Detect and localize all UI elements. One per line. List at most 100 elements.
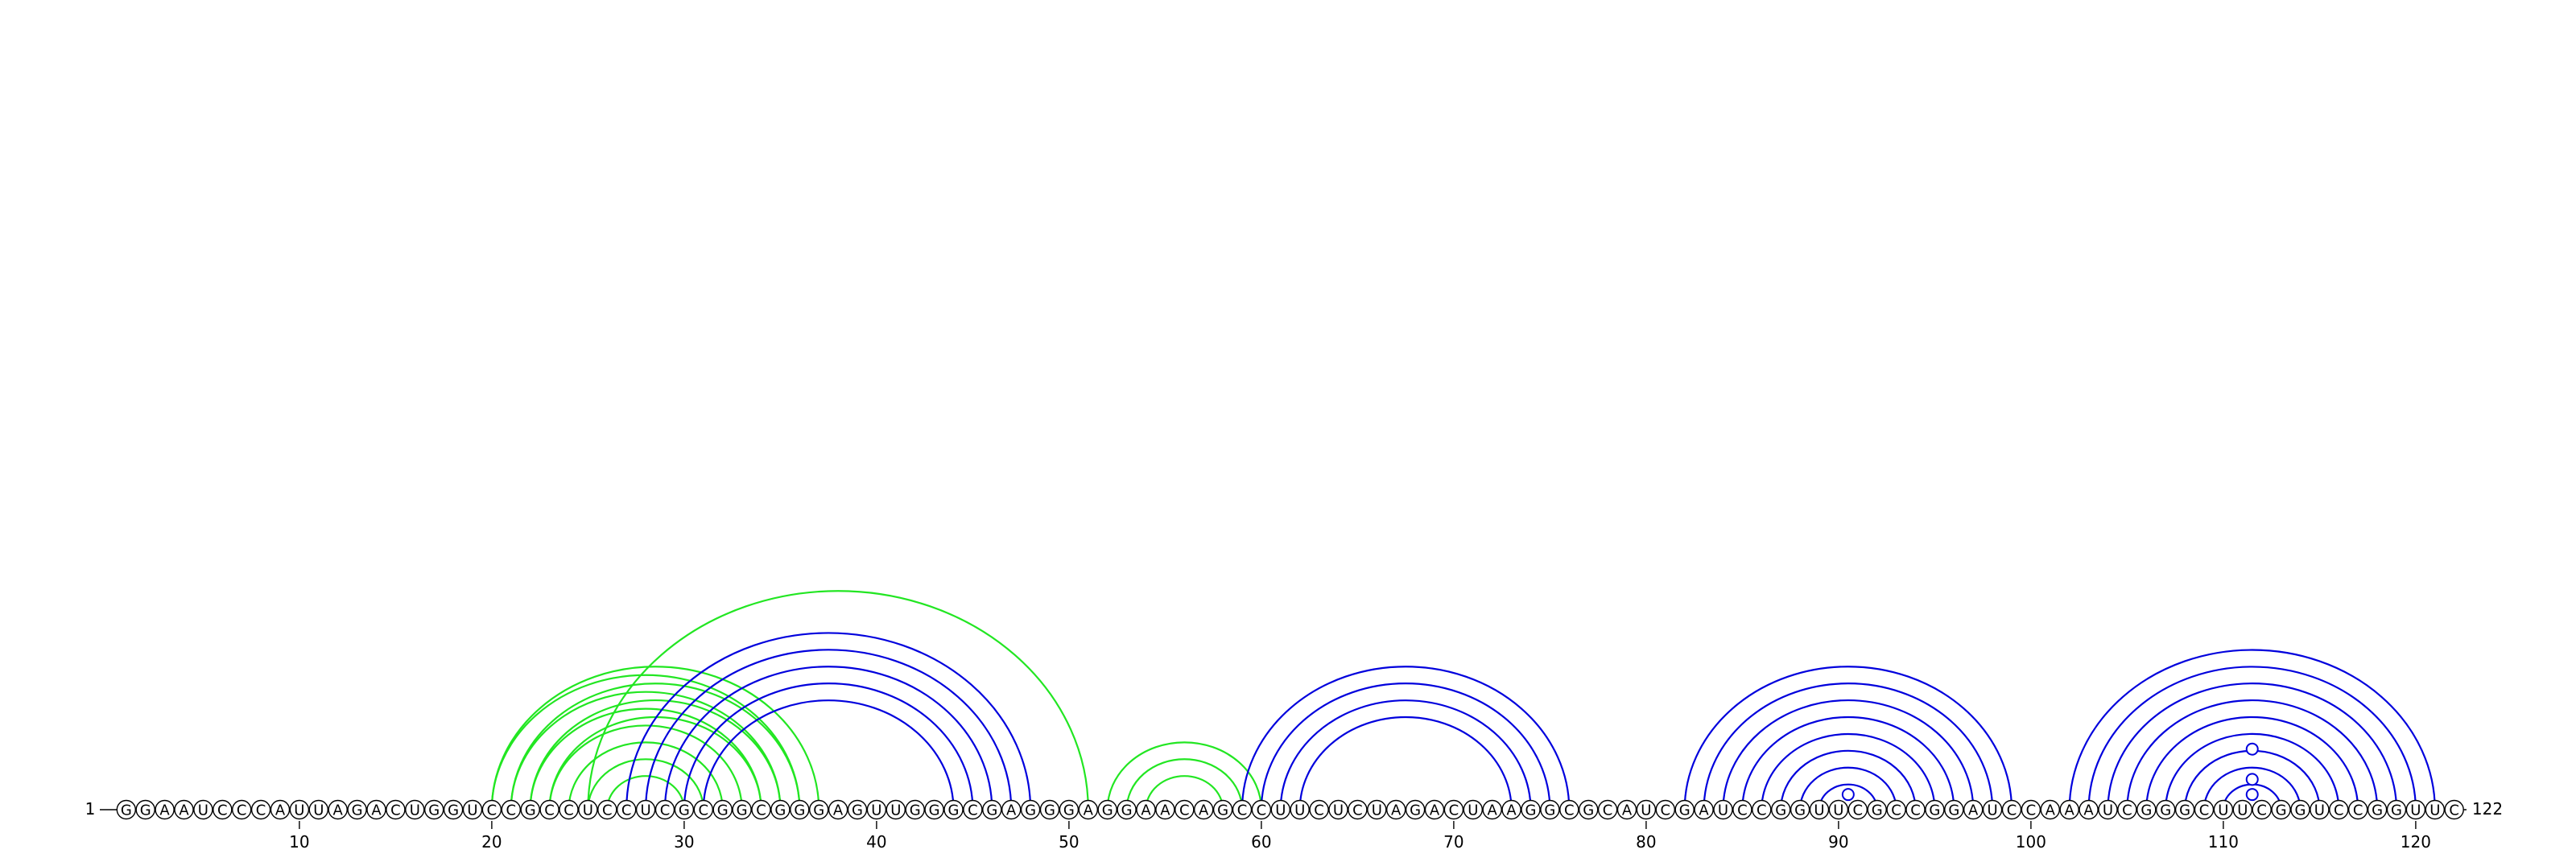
nucleotide-letter: C (487, 802, 497, 819)
nucleotide-letter: U (890, 802, 901, 819)
nucleotide-letter: G (1102, 802, 1113, 819)
nucleotide-letter: C (1179, 802, 1190, 819)
nucleotide-circle (1020, 799, 1041, 820)
nucleotide-letter: A (1006, 802, 1017, 819)
nucleotide-letter: C (564, 802, 574, 819)
nucleotide-circle (1290, 799, 1310, 820)
nucleotide-circle (328, 799, 348, 820)
nucleotide-circle (1770, 799, 1791, 820)
nucleotide-letter: U (1718, 802, 1728, 819)
nucleotide-letter: C (237, 802, 247, 819)
position-tick-label: 70 (1443, 832, 1463, 852)
nucleotide-letter: U (2314, 802, 2325, 819)
nucleotide-letter: C (699, 802, 709, 819)
nucleotide-circle (1636, 799, 1657, 820)
nucleotide-letter: G (2295, 802, 2306, 819)
nucleotide-letter: U (1275, 802, 1286, 819)
nucleotide-letter: A (1488, 802, 1498, 819)
pair-arc-blue (2126, 699, 2379, 810)
nucleotide-circle (135, 799, 155, 820)
nucleotide-circle (2001, 799, 2022, 820)
pair-arc-blue (2087, 666, 2417, 810)
nucleotide-circle (790, 799, 810, 820)
nucleotide-circle (1348, 799, 1368, 820)
nucleotide-circle (1078, 799, 1099, 820)
nucleotide-letter: U (641, 802, 651, 819)
nucleotide-circle (597, 799, 617, 820)
position-tick-label: 30 (674, 832, 694, 852)
nucleotide-letter: G (1544, 802, 1555, 819)
nucleotide-circle (289, 799, 310, 820)
nucleotide-letter: G (1679, 802, 1690, 819)
nucleotide-circle (2290, 799, 2310, 820)
nucleotide-circle (963, 799, 983, 820)
nucleotide-circle (1193, 799, 1214, 820)
nucleotide-letter: U (1468, 802, 1478, 819)
nucleotide-circle (1155, 799, 1175, 820)
nucleotide-circle (1867, 799, 1887, 820)
nucleotide-circle (1212, 799, 1233, 820)
nucleotide-circle (1925, 799, 1945, 820)
pair-arc-blue (1298, 716, 1513, 810)
nucleotide-letter: A (2083, 802, 2094, 819)
nucleotide-letter: C (2334, 802, 2344, 819)
nucleotide-circle (2386, 799, 2407, 820)
nucleotide-circle (116, 799, 137, 820)
nucleotide-letter: U (2103, 802, 2113, 819)
nucleotide-circle (501, 799, 521, 820)
nucleotide-circle (308, 799, 328, 820)
nucleotide-letter: C (1449, 802, 1459, 819)
nucleotide-letter: G (717, 802, 729, 819)
nucleotide-circle (866, 799, 887, 820)
nucleotide-letter: G (352, 802, 363, 819)
nucleotide-letter: G (2276, 802, 2287, 819)
nucleotide-circle (1963, 799, 1984, 820)
nucleotide-letter: G (1525, 802, 1537, 819)
nucleotide-circle (520, 799, 540, 820)
nucleotide-circle (2136, 799, 2157, 820)
pair-arc-blue (663, 666, 993, 810)
nucleotide-letter: G (448, 802, 459, 819)
nucleotide-letter: C (1564, 802, 1575, 819)
nucleotide-letter: G (1948, 802, 1959, 819)
nucleotide-circle (2059, 799, 2079, 820)
nucleotide-circle (578, 799, 598, 820)
nucleotide-letter: C (968, 802, 978, 819)
nucleotide-circle (559, 799, 579, 820)
nucleotide-circle (905, 799, 925, 820)
nucleotide-letter: G (986, 802, 997, 819)
nucleotide-circle (250, 799, 271, 820)
position-tick-label: 10 (289, 832, 309, 852)
nucleotide-circle (1039, 799, 1060, 820)
nucleotide-letter: G (140, 802, 151, 819)
position-tick-label: 80 (1636, 832, 1656, 852)
nucleotide-letter: U (2218, 802, 2228, 819)
pair-arc-green (529, 707, 762, 810)
nucleotide-circle (366, 799, 386, 820)
nucleotide-circle (2329, 799, 2349, 820)
nucleotide-letter: U (2429, 802, 2440, 819)
pair-arc-blue (1279, 699, 1532, 810)
nucleotide-letter: C (1352, 802, 1363, 819)
nucleotide-letter: A (1160, 802, 1170, 819)
nucleotide-letter: C (256, 802, 266, 819)
pair-arc-blue (702, 699, 955, 810)
nucleotide-circle (1232, 799, 1253, 820)
nucleotide-letter: A (1141, 802, 1151, 819)
pair-arc-blue (1741, 716, 1955, 810)
nucleotide-circle (635, 799, 656, 820)
position-tick-label: 100 (2016, 832, 2046, 852)
pair-arc-green (510, 691, 782, 810)
position-tick-label: 90 (1828, 832, 1848, 852)
nucleotide-letter: C (2449, 802, 2459, 819)
pair-arc-green (490, 674, 801, 810)
nucleotide-letter: U (1372, 802, 1382, 819)
nucleotide-circle (2310, 799, 2330, 820)
pair-arc-blue (2145, 716, 2359, 810)
nucleotide-circle (2079, 799, 2099, 820)
pair-arc-blue (2165, 732, 2340, 810)
nucleotide-circle (1443, 799, 1464, 820)
nucleotide-circle (2425, 799, 2446, 820)
nucleotide-circle (1501, 799, 1521, 820)
nucleotide-circle (1424, 799, 1445, 820)
